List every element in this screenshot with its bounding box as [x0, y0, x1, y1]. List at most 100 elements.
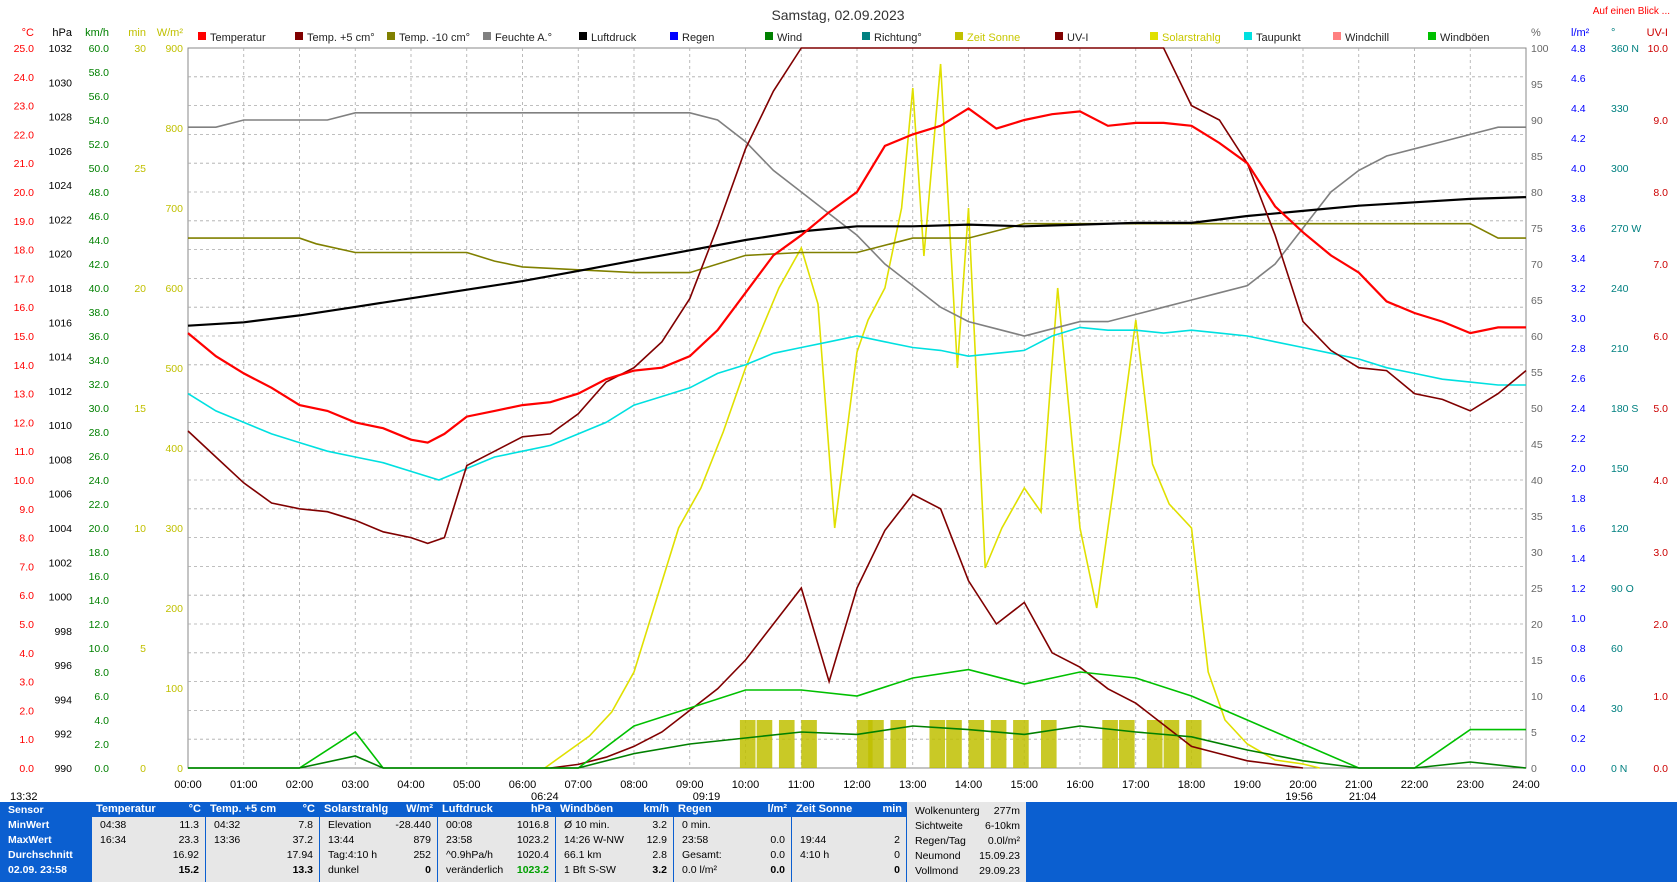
axis-tick-pct: 70: [1531, 259, 1543, 271]
axis-tick-kmh: 56.0: [89, 91, 110, 103]
axis-tick-hpa: 1010: [49, 420, 73, 432]
axis-tick-deg: 360 N: [1611, 43, 1639, 55]
axis-tick-wm2: 500: [165, 363, 183, 375]
axis-tick-min: 10: [134, 523, 146, 535]
x-tick-label: 17:00: [1122, 779, 1150, 791]
axis-tick-kmh: 6.0: [94, 691, 109, 703]
sunshine-bar: [739, 720, 756, 768]
series-line-taupunkt: [187, 326, 1526, 481]
stats-current-label: 02.09. 23:58: [8, 864, 67, 876]
legend-swatch: [579, 32, 587, 40]
stats-label: 66.1 km: [564, 849, 602, 861]
axis-tick-hpa: 990: [54, 763, 72, 775]
axis-tick-hpa: 1016: [49, 317, 73, 329]
x-tick-label: 00:00: [174, 779, 202, 791]
stats-row: 66.1 km 2.8: [560, 848, 669, 862]
axis-tick-kmh: 2.0: [94, 739, 109, 751]
axis-tick-kmh: 46.0: [89, 211, 110, 223]
axis-tick-hpa: 1024: [49, 180, 73, 192]
axis-tick-hpa: 994: [54, 694, 72, 706]
axis-tick-hpa: 1028: [49, 112, 73, 124]
axis-tick-wm2: 300: [165, 523, 183, 535]
stats-unit: hPa: [530, 803, 551, 815]
axis-tick-kmh: 42.0: [89, 259, 110, 271]
axis-tick-kmh: 40.0: [89, 283, 110, 295]
series-line-feuchte-a-: [188, 112, 1526, 337]
stats-value: 0: [894, 849, 900, 861]
stats-row: dunkel 0: [324, 863, 433, 877]
axis-tick-pct: 90: [1531, 115, 1543, 127]
sunshine-bar: [1146, 720, 1163, 768]
axis-tick-temp: 2.0: [19, 705, 34, 717]
axis-tick-kmh: 0.0: [94, 763, 109, 775]
stats-column-temp5: Temp. +5 cm °C 04:32 7.8 13:36 37.2 17.94 13.3: [206, 802, 320, 882]
axis-tick-temp: 13.0: [14, 389, 35, 401]
stats-label: 23:58: [446, 834, 473, 846]
axis-tick-deg: 120: [1611, 523, 1629, 535]
axis-tick-hpa: 1006: [49, 489, 73, 501]
series-line-temp-5-cm-: [187, 47, 1527, 545]
stats-row: [796, 818, 902, 832]
stats-row: 00:08 1016.8: [442, 818, 551, 832]
overview-link[interactable]: Auf einen Blick ...: [1593, 6, 1670, 17]
legend-label: Luftdruck: [591, 32, 637, 44]
legend-swatch: [1333, 32, 1341, 40]
sunshine-bar: [1185, 720, 1202, 768]
axis-tick-lm2: 3.2: [1571, 283, 1586, 295]
axis-tick-uvi: 1.0: [1653, 691, 1668, 703]
axis-tick-pct: 50: [1531, 403, 1543, 415]
stats-label: 13:36: [214, 834, 241, 846]
axis-tick-hpa: 1012: [49, 386, 73, 398]
stats-unit: °C: [188, 803, 201, 815]
axis-tick-wm2: 900: [165, 43, 183, 55]
x-tick-label: 01:00: [230, 779, 258, 791]
legend-swatch: [955, 32, 963, 40]
axis-tick-kmh: 36.0: [89, 331, 110, 343]
stats-label: veränderlich: [446, 864, 504, 876]
axis-tick-temp: 4.0: [19, 648, 34, 660]
stats-row: Tag:4:10 h 252: [324, 848, 433, 862]
axis-tick-uvi: 6.0: [1653, 331, 1668, 343]
stats-sensor-column: Sensor MinWert MaxWert Durchschnitt 02.0…: [0, 802, 92, 882]
stats-label: 4:10 h: [800, 849, 830, 861]
x-tick-label: 10:00: [732, 779, 760, 791]
x-tick-label: 15:00: [1010, 779, 1038, 791]
chart-legend: Temperatur Temp. +5 cm° Temp. -10 cm° Feuch…: [198, 32, 1490, 44]
legend-swatch: [1244, 32, 1252, 40]
axis-tick-lm2: 0.8: [1571, 643, 1586, 655]
axis-tick-lm2: 4.6: [1571, 73, 1586, 85]
x-tick-label: 13:00: [899, 779, 927, 791]
stats-label: ^0.9hPa/h: [446, 849, 493, 861]
stats-label: 19:44: [800, 834, 827, 846]
sunshine-bar: [1102, 720, 1118, 768]
axis-tick-min: 20: [134, 283, 146, 295]
stats-value: 13.3: [292, 864, 313, 876]
stats-column-luftdruck: Luftdruck hPa 00:08 1016.8 23:58 1023.2 ^0.9hP…: [438, 802, 556, 882]
series-line-luftdruck: [187, 196, 1527, 327]
stats-value: 37.2: [292, 834, 313, 846]
sunshine-bar: [756, 720, 773, 768]
axis-tick-kmh: 14.0: [89, 595, 110, 607]
axis-tick-kmh: 10.0: [89, 643, 110, 655]
x-tick-label: 18:00: [1178, 779, 1206, 791]
stats-value: 17.94: [286, 849, 313, 861]
x-tick-label: 09:00: [676, 779, 704, 791]
series-line-temperatur: [187, 107, 1526, 444]
axis-tick-lm2: 4.2: [1571, 133, 1586, 145]
axis-tick-min: 15: [134, 403, 146, 415]
x-axis-ticks: 00:00 01:00 02:00 03:00 04:00 05:00 06:00 07:00…: [174, 779, 1540, 791]
chart-title: Samstag, 02.09.2023: [771, 7, 904, 23]
sunrise-marker: 06:24: [531, 791, 559, 800]
axis-tick-temp: 21.0: [14, 158, 35, 170]
axis-tick-kmh: 48.0: [89, 187, 110, 199]
stats-value: 7.8: [298, 819, 313, 831]
axis-tick-pct: 85: [1531, 151, 1543, 163]
axis-tick-deg: 180 S: [1611, 403, 1638, 415]
legend-swatch: [670, 32, 678, 40]
axis-tick-uvi: 9.0: [1653, 115, 1668, 127]
axis-tick-temp: 1.0: [19, 734, 34, 746]
axis-tick-pct: 65: [1531, 295, 1543, 307]
axis-tick-pct: 95: [1531, 79, 1543, 91]
axis-tick-lm2: 3.4: [1571, 253, 1586, 265]
info-value: 15.09.23: [979, 850, 1020, 862]
